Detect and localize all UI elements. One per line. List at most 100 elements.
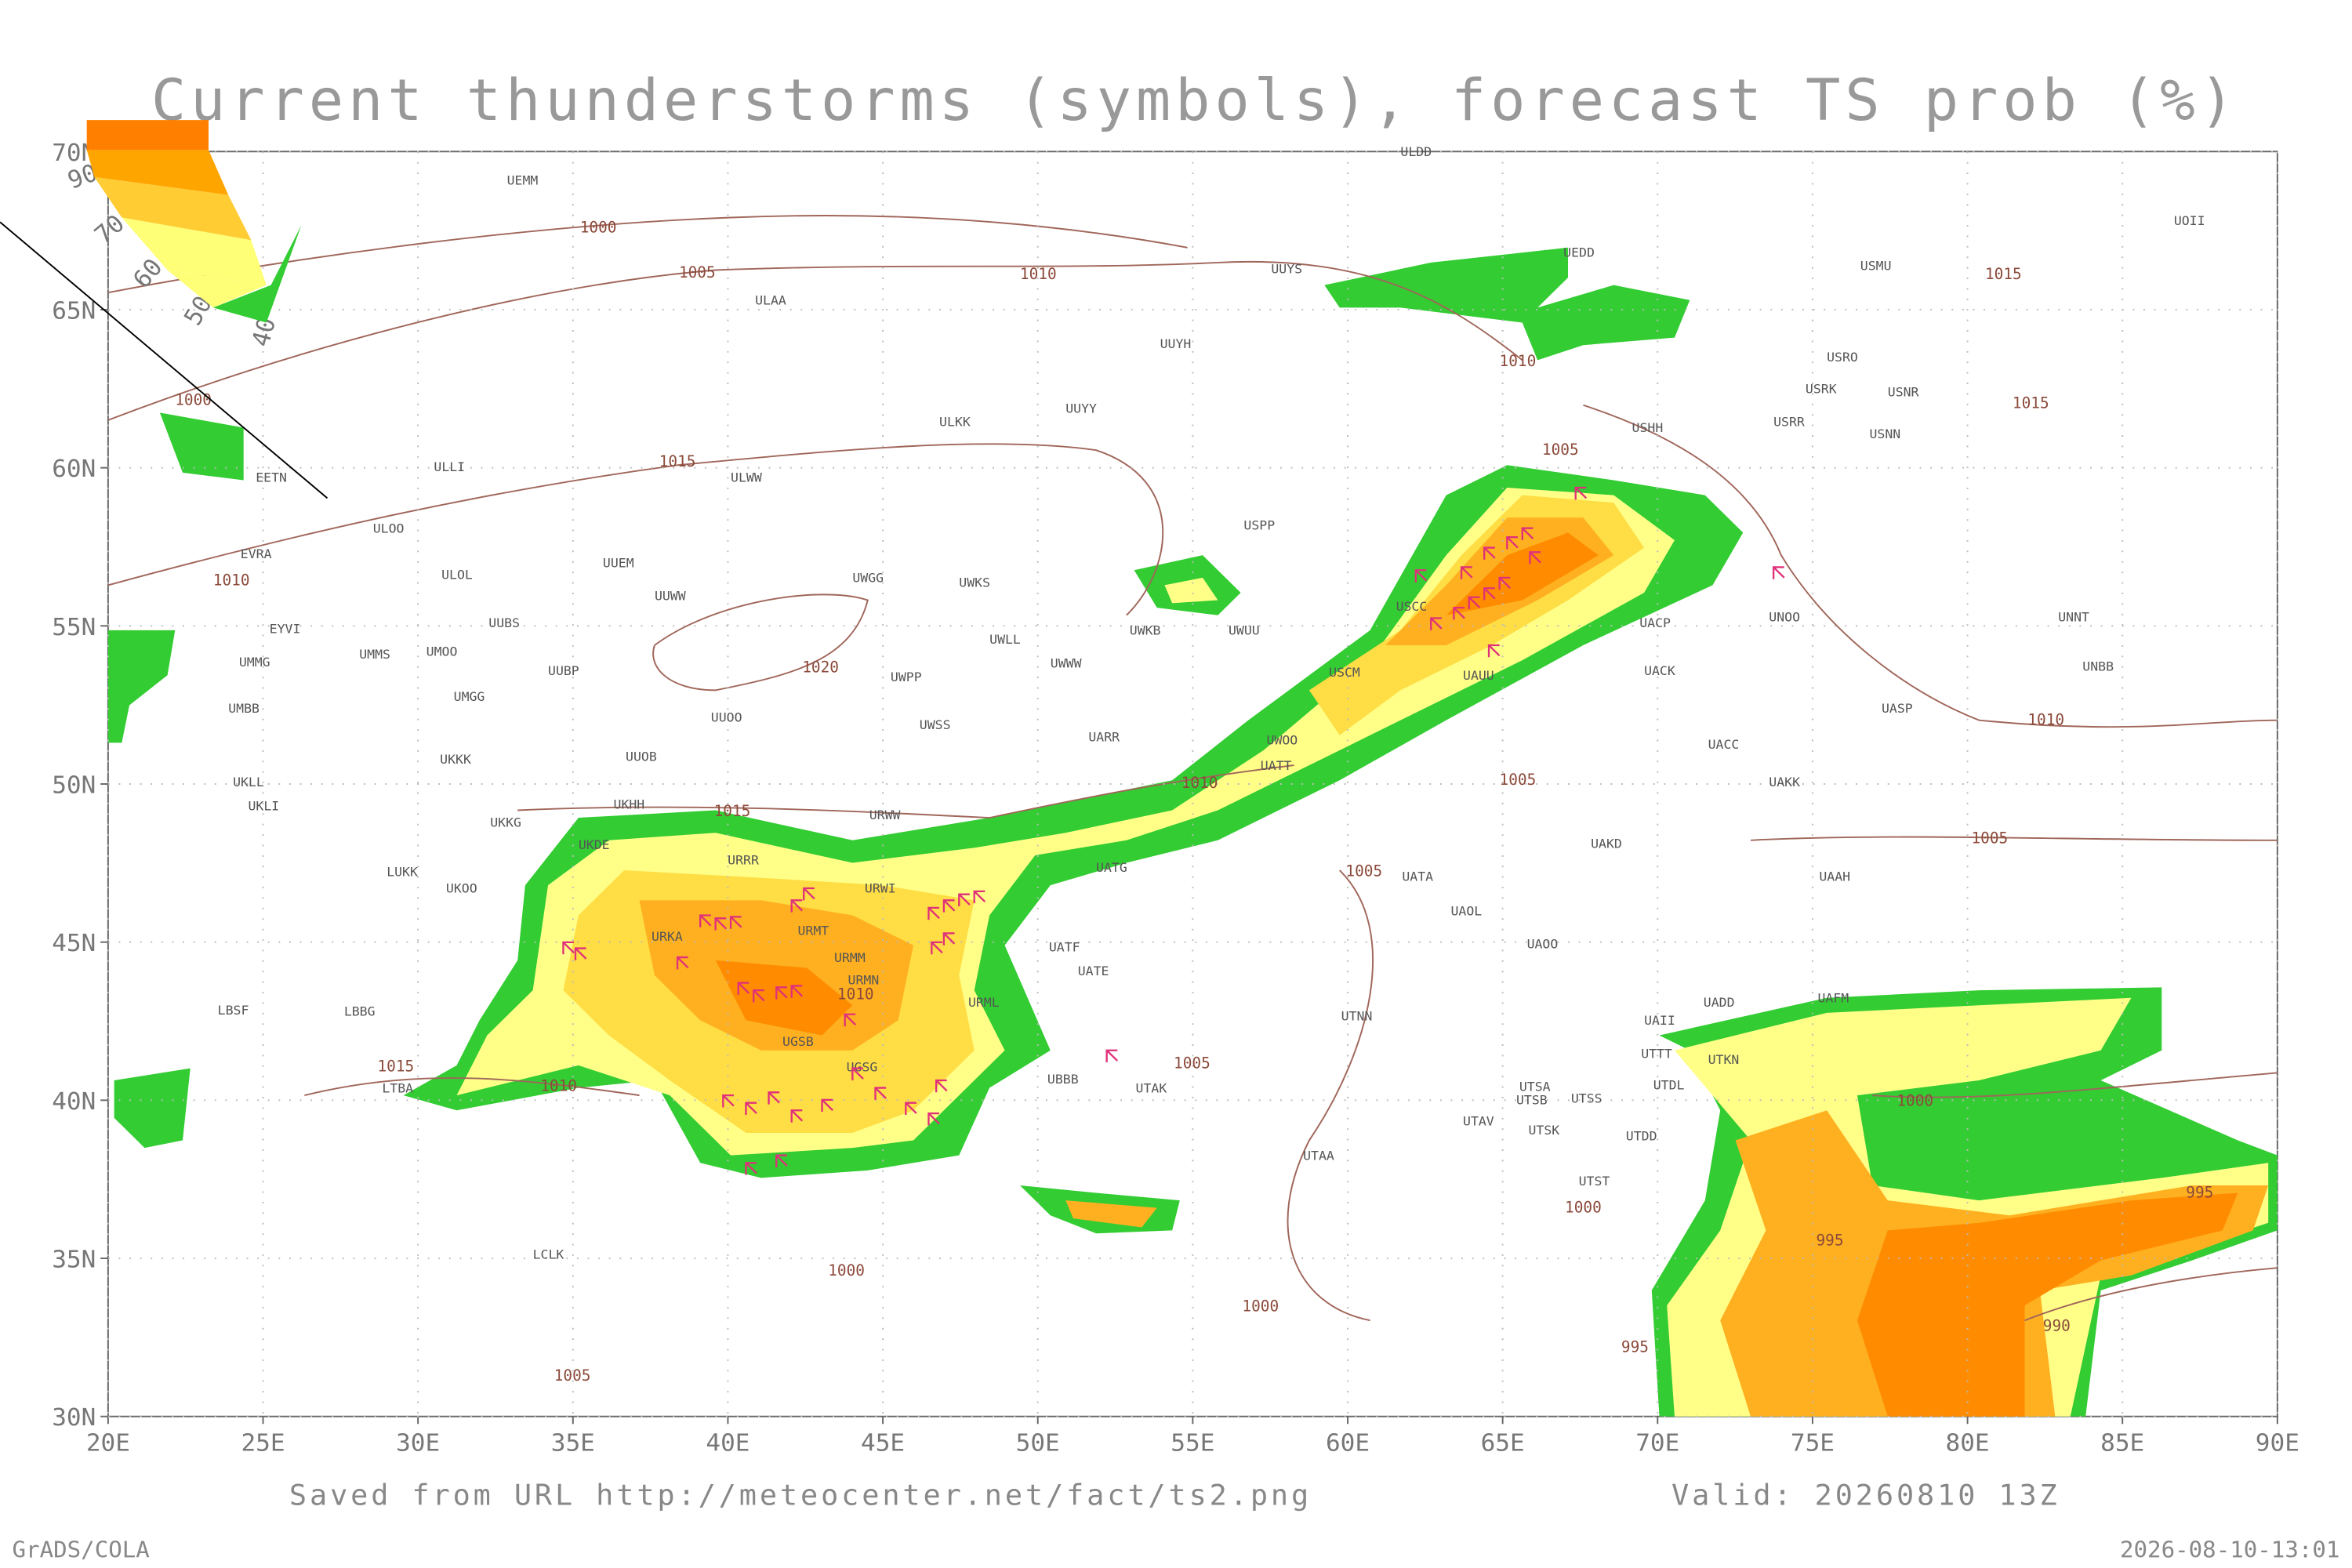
- storm-symbol: [722, 1094, 735, 1108]
- storm-symbol: [768, 1091, 780, 1105]
- credit: GrADS/COLA: [13, 1537, 150, 1563]
- isobar-label: 995: [2186, 1183, 2213, 1201]
- isobar-label: 1000: [1896, 1092, 1933, 1110]
- station-code: UAII: [1644, 1013, 1675, 1028]
- station-code: ULWW: [731, 470, 762, 485]
- isobar-label: 1005: [554, 1367, 591, 1385]
- station-code: URML: [968, 995, 1000, 1010]
- lon-tick-label: 30E: [396, 1429, 440, 1457]
- station-code: UMBB: [228, 701, 260, 716]
- isobar-label: 1010: [837, 985, 874, 1004]
- isobar-label: 990: [2043, 1317, 2071, 1335]
- station-code: UARR: [1088, 730, 1120, 745]
- station-code: UATF: [1049, 940, 1080, 955]
- station-code: UMMG: [239, 655, 270, 670]
- isobar-label: 1000: [175, 391, 212, 409]
- storm-symbol: [676, 956, 689, 970]
- isobar-label: 1005: [1500, 771, 1537, 789]
- station-code: UWWW: [1051, 656, 1082, 671]
- station-code: ULLI: [434, 459, 465, 474]
- station-code: UTAK: [1136, 1080, 1167, 1095]
- station-code: LCLK: [533, 1247, 564, 1262]
- storm-symbol: [714, 917, 728, 931]
- station-code: UAOO: [1527, 937, 1559, 952]
- station-code: URWI: [865, 881, 896, 896]
- isobar-label: 1020: [802, 659, 839, 677]
- lon-tick-label: 40E: [706, 1429, 750, 1457]
- station-code: URMN: [848, 973, 880, 988]
- isobar-label: 1015: [2013, 394, 2049, 412]
- storm-symbol: [790, 985, 804, 998]
- isobar-label: 1010: [1181, 774, 1218, 792]
- station-code: UATE: [1078, 964, 1109, 978]
- lat-tick-label: 45N: [52, 929, 96, 957]
- station-code: UMOO: [426, 644, 458, 659]
- isobar-label: 1005: [1345, 862, 1382, 880]
- lon-tick-label: 90E: [2256, 1429, 2299, 1457]
- storm-symbol: [737, 982, 750, 995]
- station-code: ULOO: [373, 521, 405, 536]
- station-code: LUKK: [387, 865, 418, 880]
- storm-symbol: [790, 899, 804, 913]
- station-code: UATA: [1402, 869, 1433, 884]
- station-code: UTSK: [1529, 1123, 1560, 1138]
- isobar-label: 1000: [1565, 1199, 1602, 1217]
- storm-symbol: [1506, 536, 1519, 550]
- station-code: UKKK: [440, 752, 471, 767]
- station-code: USCM: [1329, 665, 1360, 680]
- lon-tick-label: 65E: [1481, 1429, 1525, 1457]
- station-code: UWLL: [989, 632, 1021, 647]
- footer-source: Saved from URL http://meteocenter.net/fa…: [289, 1479, 1312, 1512]
- graticule: [100, 151, 2278, 1425]
- station-code: UKOO: [446, 881, 477, 896]
- storm-symbol: [1414, 569, 1428, 583]
- station-code: UAUU: [1463, 668, 1494, 683]
- station-code: UACP: [1639, 615, 1671, 630]
- lon-tick-label: 60E: [1326, 1429, 1370, 1457]
- station-code: UUBS: [488, 615, 520, 630]
- lat-tick-label: 55N: [52, 613, 96, 641]
- isobar-label: 1010: [213, 572, 250, 590]
- station-code: URRR: [728, 853, 759, 868]
- storm-symbol: [931, 941, 943, 955]
- isobar-label: 1000: [828, 1261, 865, 1279]
- station-code: UNNT: [2058, 609, 2089, 624]
- station-code: UAFM: [1817, 991, 1849, 1006]
- isobar-label: 1015: [1985, 265, 2022, 283]
- isobar-label: 1005: [679, 263, 716, 281]
- station-code: ULOL: [441, 568, 473, 583]
- station-code: UUOO: [711, 710, 742, 725]
- storm-symbol: [790, 1109, 804, 1123]
- station-code: USRO: [1827, 350, 1858, 365]
- storm-symbol: [803, 887, 815, 901]
- storm-symbol: [1453, 606, 1465, 620]
- lon-tick-label: 20E: [86, 1429, 130, 1457]
- storm-symbol: [699, 914, 712, 927]
- storm-symbol: [1498, 576, 1512, 590]
- station-code: UTNN: [1341, 1009, 1373, 1024]
- storm-symbol: [958, 893, 971, 906]
- storm-symbol: [874, 1087, 887, 1100]
- station-code: UTSS: [1571, 1091, 1602, 1106]
- station-code: UWKB: [1130, 623, 1161, 638]
- isobar-label: 1010: [1020, 265, 1057, 283]
- isobar-label: 1015: [714, 802, 751, 820]
- lon-tick-label: 35E: [551, 1429, 595, 1457]
- lon-tick-label: 25E: [241, 1429, 285, 1457]
- storm-symbol: [927, 1112, 940, 1126]
- station-code: UUYY: [1065, 401, 1097, 416]
- storm-symbol: [927, 906, 940, 920]
- station-code: UEMM: [507, 173, 539, 188]
- footer-valid: Valid: 20260810 13Z: [1671, 1479, 2060, 1512]
- storm-symbol: [851, 1067, 864, 1080]
- station-code: UTAV: [1463, 1114, 1494, 1129]
- timestamp: 2026-08-10-13:01: [2120, 1537, 2339, 1563]
- storm-symbol: [775, 1154, 788, 1167]
- station-code: UEDD: [1563, 245, 1595, 260]
- station-code: UUOB: [626, 749, 657, 764]
- storm-symbol: [1460, 566, 1473, 579]
- storm-symbol: [574, 947, 587, 960]
- station-code: UACC: [1708, 737, 1740, 752]
- station-code: UTSB: [1516, 1093, 1548, 1108]
